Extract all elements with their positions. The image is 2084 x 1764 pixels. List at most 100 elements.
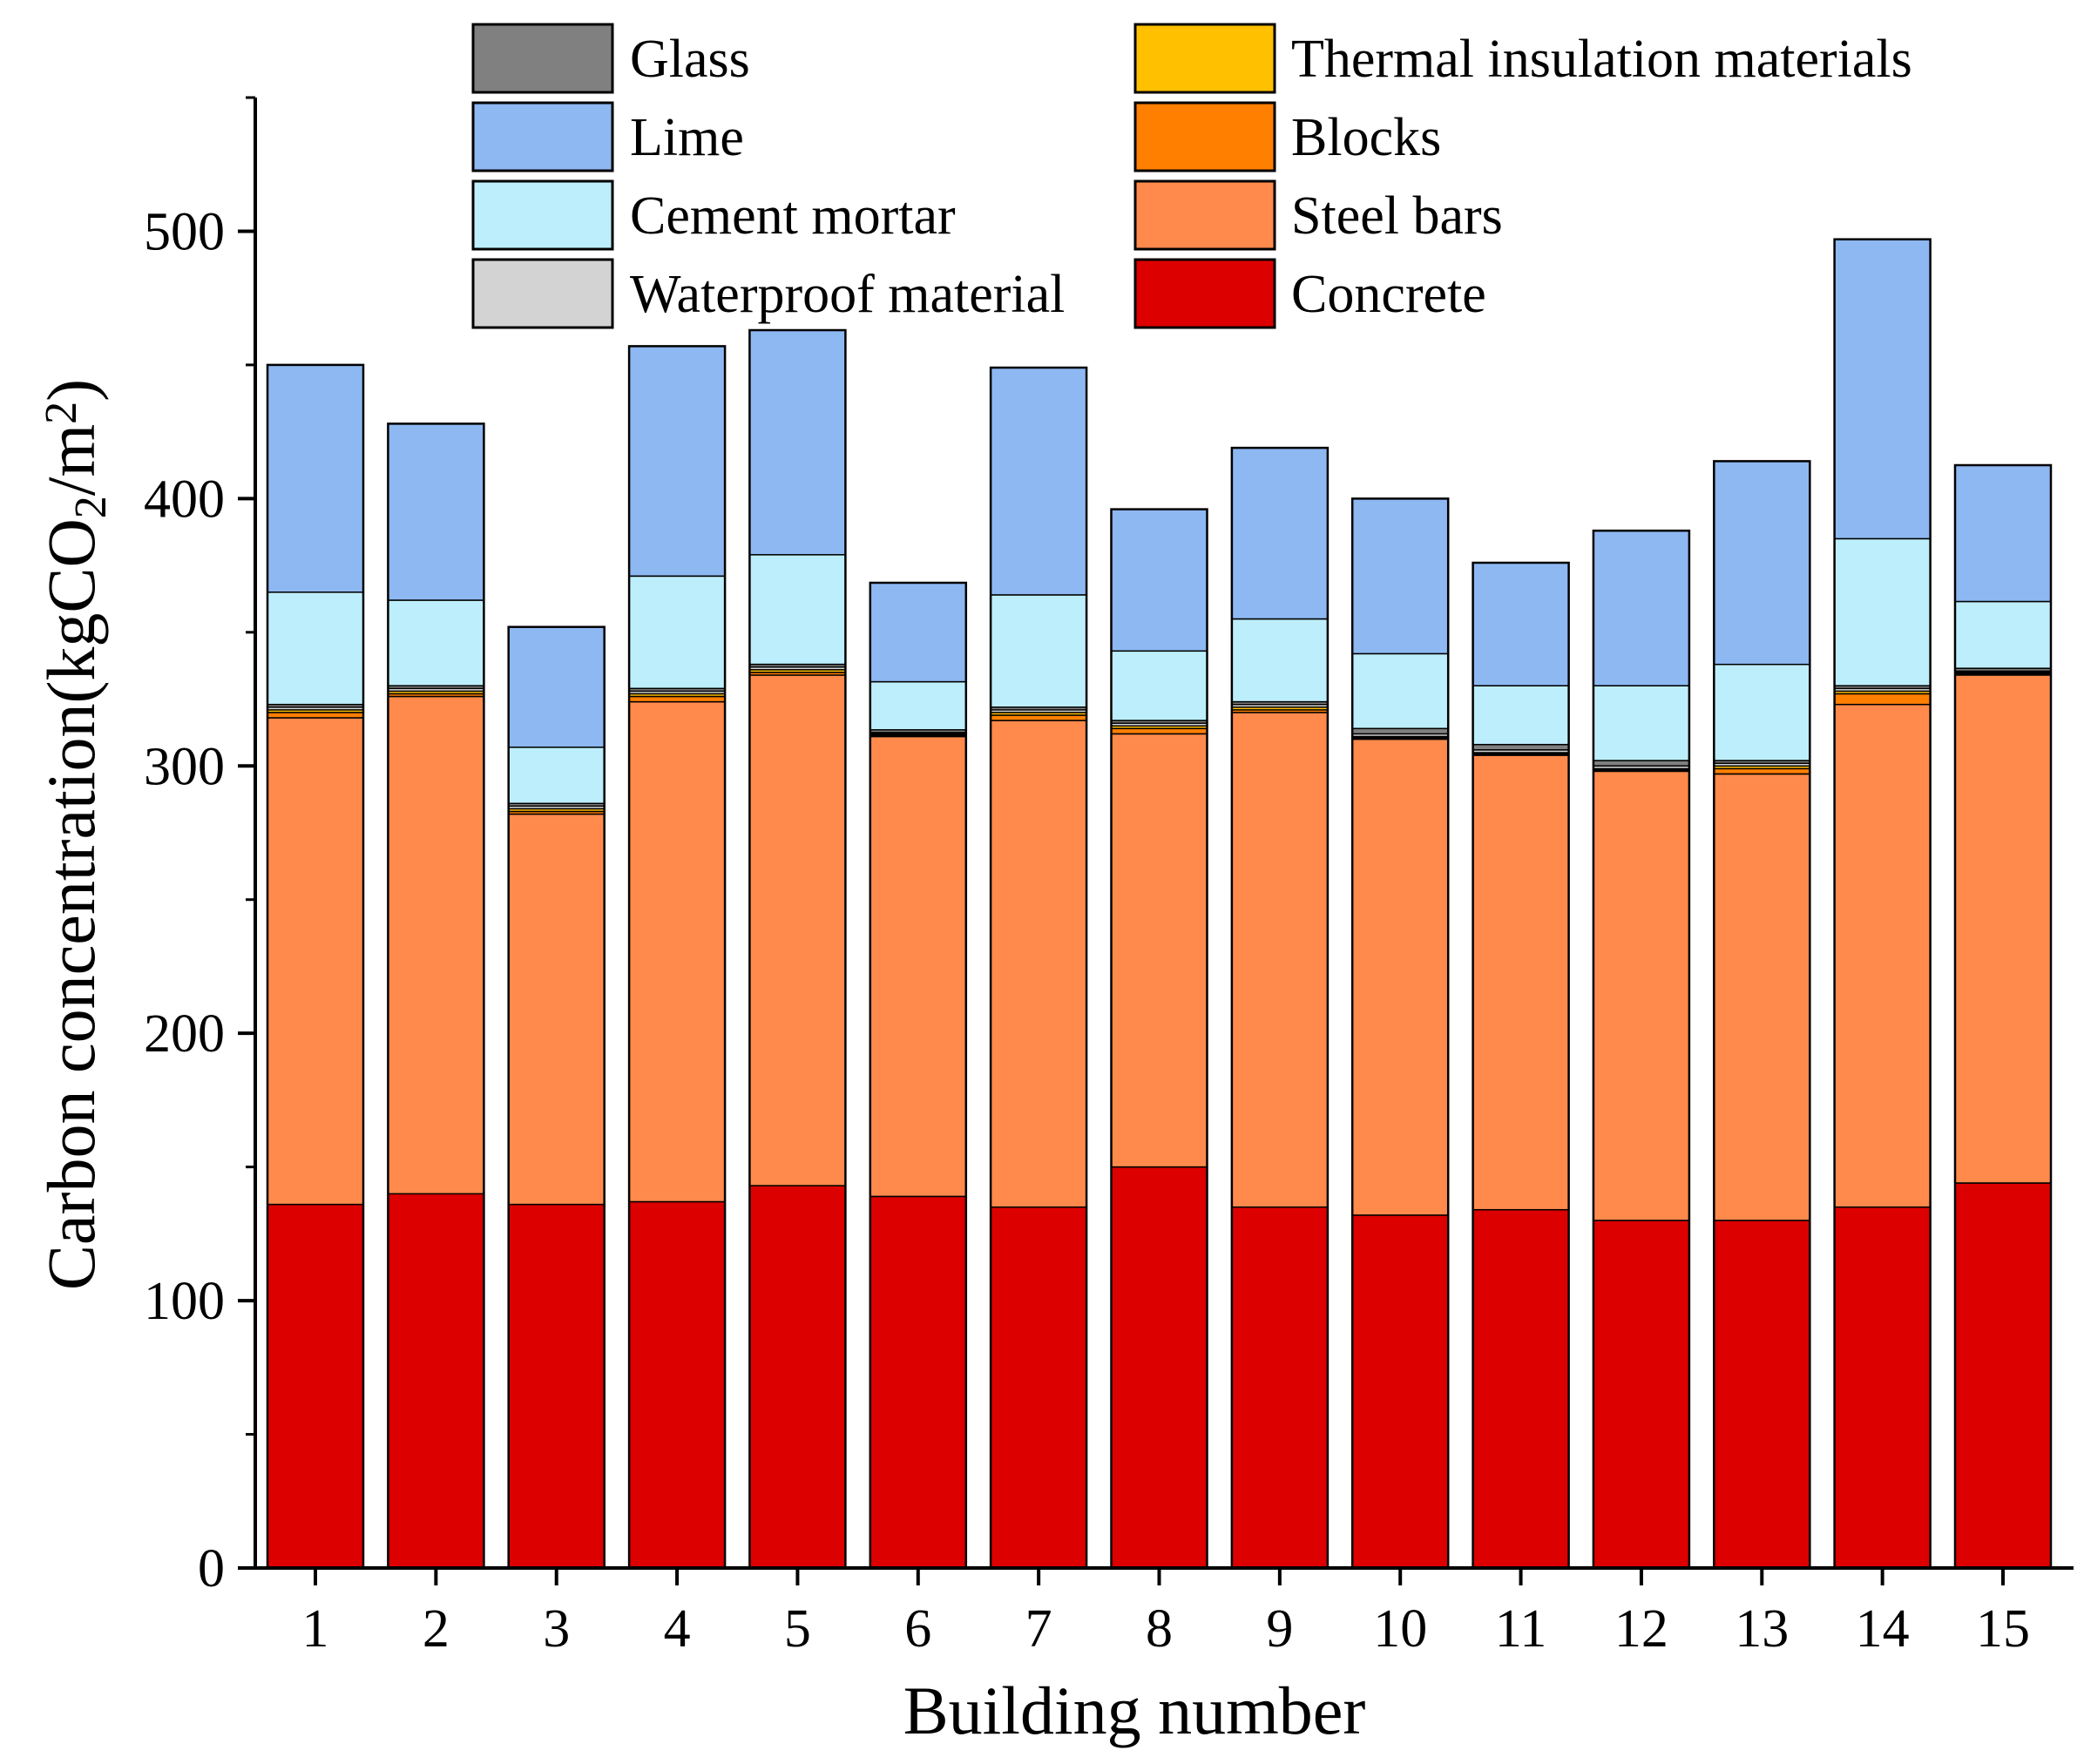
bar-glass-12: [1593, 760, 1690, 767]
legend-label-glass: Glass: [630, 30, 750, 89]
bar-stack-building-1: [266, 363, 365, 1570]
bar-concrete-9: [1231, 1206, 1329, 1569]
bar-cement-mortar-12: [1593, 685, 1690, 761]
legend-label-cement-mortar: Cement mortar: [630, 186, 956, 246]
bar-steel-bars-12: [1593, 770, 1690, 1221]
bar-stack-building-14: [1833, 238, 1932, 1570]
x-tick-label-11: 11: [1495, 1599, 1547, 1659]
x-axis-title: Building number: [903, 1673, 1366, 1748]
y-tick-label-0: 0: [198, 1539, 225, 1598]
legend-label-blocks: Blocks: [1291, 108, 1441, 167]
bar-blocks-4: [628, 695, 726, 703]
bar-blocks-7: [990, 714, 1087, 721]
bar-cement-mortar-7: [990, 594, 1087, 708]
y-axis-title-suffix: ): [33, 379, 109, 402]
bar-concrete-3: [507, 1203, 606, 1569]
bar-steel-bars-7: [990, 720, 1087, 1208]
bar-lime-12: [1593, 530, 1690, 686]
x-tick-label-8: 8: [1146, 1599, 1173, 1659]
x-tick-label-5: 5: [784, 1599, 811, 1659]
bar-steel-bars-14: [1833, 703, 1932, 1208]
bar-cement-mortar-14: [1833, 537, 1932, 686]
bar-lime-6: [869, 582, 967, 683]
legend-swatch-thermal-insulation-materials: [1133, 23, 1276, 94]
bar-lime-3: [507, 625, 606, 748]
bar-steel-bars-8: [1110, 733, 1208, 1168]
bar-cement-mortar-11: [1472, 685, 1570, 746]
bar-steel-bars-4: [628, 700, 726, 1203]
bar-stack-building-10: [1350, 497, 1450, 1570]
bar-concrete-10: [1351, 1214, 1449, 1569]
bar-concrete-8: [1110, 1166, 1208, 1569]
y-tick-label-400: 400: [144, 470, 225, 529]
bar-concrete-5: [748, 1185, 847, 1569]
legend-item-blocks: Blocks: [1133, 101, 1441, 172]
x-tick-label-3: 3: [543, 1599, 570, 1659]
legend-swatch-lime: [471, 101, 614, 172]
legend-item-thermal-insulation-materials: Thermal insulation materials: [1133, 23, 1912, 94]
bar-stack-building-5: [748, 328, 847, 1570]
bar-steel-bars-1: [267, 717, 364, 1206]
x-tick-label-15: 15: [1976, 1599, 2030, 1659]
bar-cement-mortar-10: [1351, 652, 1449, 730]
bar-steel-bars-11: [1472, 754, 1570, 1211]
x-tick-label-7: 7: [1025, 1599, 1052, 1659]
legend-label-thermal-insulation-materials: Thermal insulation materials: [1291, 30, 1912, 89]
bar-steel-bars-9: [1231, 712, 1329, 1208]
bar-concrete-13: [1713, 1220, 1811, 1569]
legend-item-lime: Lime: [471, 101, 744, 172]
bar-cement-mortar-1: [267, 591, 364, 706]
bar-lime-7: [990, 367, 1087, 596]
bar-lime-2: [387, 422, 485, 601]
bar-stack-building-11: [1472, 561, 1570, 1570]
x-tick-label-12: 12: [1614, 1599, 1668, 1659]
bar-concrete-4: [628, 1200, 726, 1569]
bar-cement-mortar-4: [628, 575, 726, 690]
bar-concrete-15: [1954, 1182, 2052, 1569]
bar-blocks-13: [1713, 767, 1811, 775]
bar-cement-mortar-3: [507, 747, 606, 805]
x-tick-label-14: 14: [1856, 1599, 1910, 1659]
bar-cement-mortar-15: [1954, 600, 2052, 669]
bar-stack-building-9: [1230, 446, 1330, 1570]
bar-steel-bars-13: [1713, 773, 1811, 1221]
legend-label-waterproof-material: Waterproof material: [630, 265, 1065, 324]
y-tick-label-100: 100: [144, 1272, 225, 1331]
x-tick-label-10: 10: [1373, 1599, 1427, 1659]
legend-label-steel-bars: Steel bars: [1291, 186, 1503, 246]
x-tick-label-6: 6: [904, 1599, 931, 1659]
bar-stack-building-13: [1713, 460, 1811, 1570]
bar-lime-13: [1713, 460, 1811, 666]
bar-steel-bars-10: [1351, 738, 1449, 1216]
bar-cement-mortar-2: [387, 599, 485, 686]
bar-lime-14: [1833, 238, 1932, 540]
legend: Glass Lime Cement mortar Waterproof materia…: [471, 23, 1912, 329]
y-tick-label-500: 500: [144, 202, 225, 261]
legend-label-concrete: Concrete: [1291, 265, 1486, 324]
y-axis-title-subscript: 2: [66, 496, 116, 518]
x-tick-label-1: 1: [302, 1599, 329, 1659]
y-axis-title: Carbon concentration(kgCO2/m2): [33, 379, 116, 1290]
legend-swatch-concrete: [1133, 258, 1276, 329]
bar-stack-building-8: [1110, 508, 1208, 1570]
bar-concrete-1: [267, 1203, 364, 1569]
bar-cement-mortar-5: [748, 554, 847, 666]
bar-glass-11: [1472, 743, 1570, 751]
legend-swatch-blocks: [1133, 101, 1276, 172]
bar-stack-building-2: [387, 422, 485, 1570]
x-tick-label-2: 2: [423, 1599, 450, 1659]
bar-steel-bars-5: [748, 674, 847, 1186]
legend-item-steel-bars: Steel bars: [1133, 179, 1503, 251]
x-tick-label-4: 4: [664, 1599, 691, 1659]
bar-concrete-6: [869, 1195, 967, 1569]
legend-swatch-cement-mortar: [471, 179, 614, 251]
x-tick-label-9: 9: [1266, 1599, 1293, 1659]
bar-cement-mortar-8: [1110, 650, 1208, 721]
bar-stack-building-4: [627, 345, 727, 1570]
bar-lime-5: [748, 329, 847, 556]
bar-lime-11: [1472, 562, 1570, 686]
y-tick-label-200: 200: [144, 1004, 225, 1064]
bar-concrete-12: [1593, 1220, 1690, 1569]
